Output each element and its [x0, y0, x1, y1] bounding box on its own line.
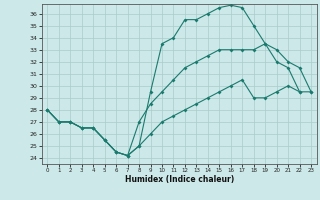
X-axis label: Humidex (Indice chaleur): Humidex (Indice chaleur)	[124, 175, 234, 184]
